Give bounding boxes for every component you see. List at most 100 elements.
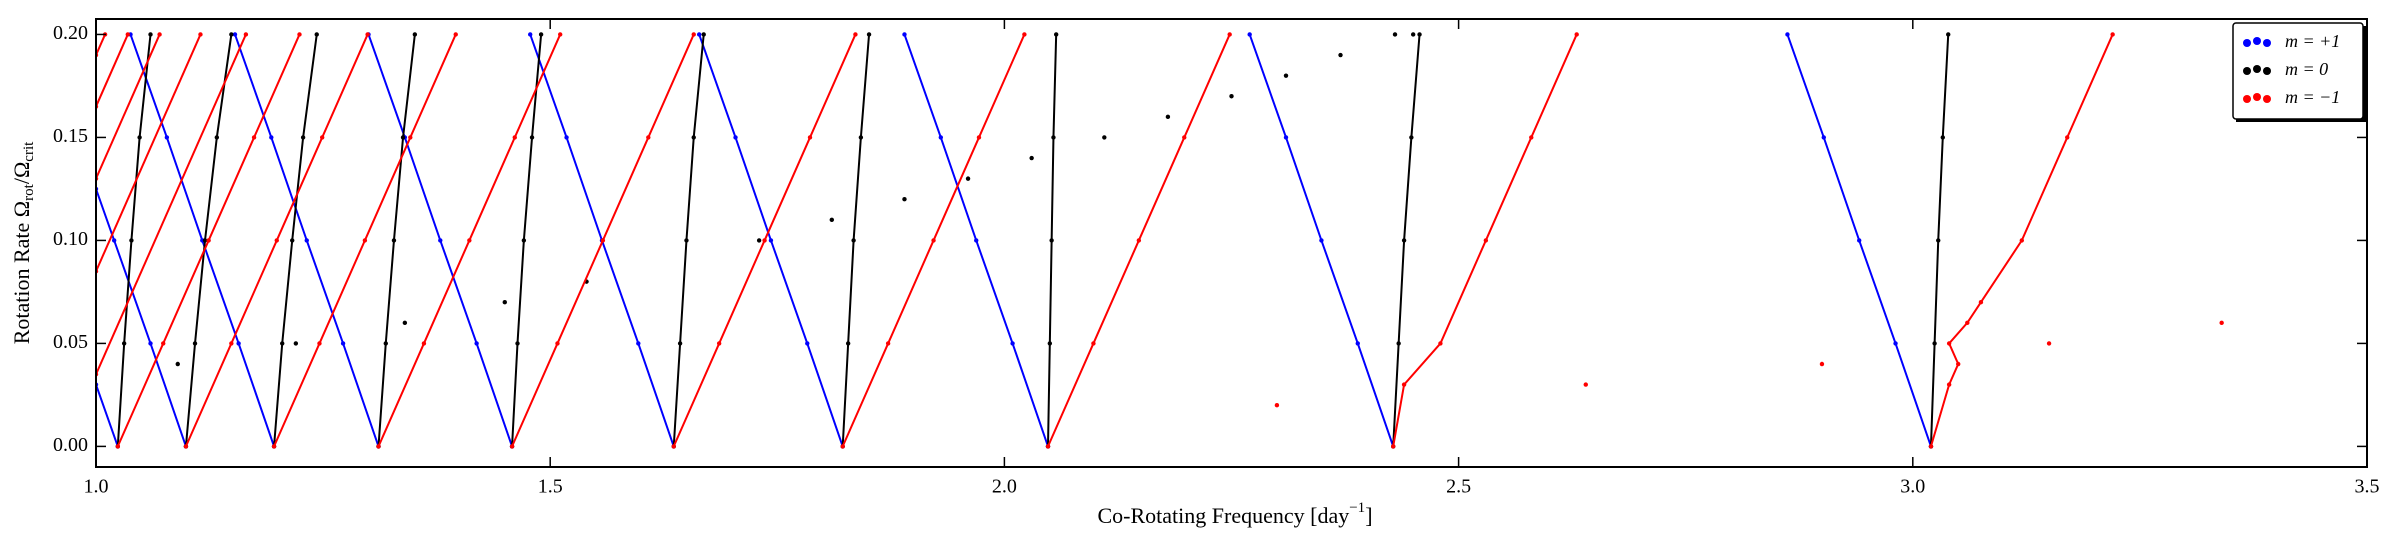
series-line [96,34,247,375]
data-point [2019,238,2025,243]
data-point [1045,444,1051,449]
data-point [1392,32,1398,37]
data-point [1401,238,1407,243]
data-point [701,32,706,37]
data-point [243,32,249,37]
data-point [1091,341,1096,346]
data-point [1936,238,1941,243]
data-point [696,32,702,37]
data-point [1022,32,1027,37]
data-point [269,135,274,140]
x-tick-label: 2.0 [992,476,1017,498]
data-point [1283,135,1289,140]
data-point [300,135,306,140]
data-point [365,32,370,37]
legend-label: m = +1 [2285,31,2340,51]
data-point [314,32,319,37]
data-point [965,176,971,181]
data-point [1785,32,1790,37]
data-point [866,32,872,37]
series-line [273,34,318,447]
data-point [853,32,858,37]
data-point [1956,361,1961,367]
data-point [1165,114,1171,120]
data-point [421,341,427,346]
data-point [1390,444,1396,449]
data-point [1821,135,1826,140]
data-point [236,341,241,346]
data-point [733,135,738,140]
series-line [96,34,202,272]
data-point [467,238,472,243]
data-point [885,341,891,346]
data-point [840,444,845,449]
x-label-sup: −1 [1349,500,1365,516]
data-point [2110,32,2115,37]
data-point [121,341,127,346]
data-point [805,341,810,346]
data-point [851,238,856,243]
data-point [111,238,117,243]
data-point [304,238,309,243]
data-point [974,238,979,243]
plot-area [96,32,2224,449]
y-label-sub: rot [21,183,37,200]
data-point [1483,238,1489,243]
series-line [96,34,161,180]
data-point [183,444,189,449]
data-point [1283,73,1289,78]
x-label-end: ] [1365,503,1372,528]
data-point [317,341,322,346]
data-point [1227,32,1232,37]
data-point [691,32,696,37]
data-point [297,32,302,37]
legend-marker [2253,65,2261,73]
legend-marker [2253,93,2261,101]
data-point [232,32,238,37]
data-point [362,238,368,243]
legend-marker [2263,95,2271,103]
data-point [1583,382,1588,387]
series-line [841,34,871,447]
data-point [1932,341,1937,346]
data-point [1051,135,1056,140]
series-line [96,384,119,447]
data-point [202,238,208,243]
data-point [902,197,907,202]
data-point [229,32,234,37]
data-point [1102,135,1107,140]
data-point [1274,403,1280,408]
data-point [148,32,153,37]
data-point [125,32,130,37]
data-point [1857,238,1862,243]
data-point [502,300,507,305]
data-point [2065,135,2070,140]
data-point [1029,155,1034,161]
data-point [391,238,397,243]
series-line [377,34,416,447]
legend-marker [2243,67,2251,75]
data-point [1965,320,1970,326]
plot-frame [95,18,2368,468]
data-point [1819,361,1825,367]
legend-marker [2263,39,2271,47]
data-point [290,238,295,243]
x-tick-label: 3.0 [1900,476,1925,498]
data-point [931,238,936,243]
data-point [1946,32,1951,37]
x-tick-label: 3.5 [2355,476,2380,498]
x-axis-label: Co-Rotating Frequency [day−1] [1097,500,1372,528]
data-point [1338,52,1343,58]
data-point [1047,341,1053,346]
data-point [768,238,774,243]
data-point [376,444,381,449]
data-point [161,341,166,346]
data-point [671,444,676,449]
data-point [636,341,641,346]
data-point [1946,382,1952,387]
data-point [251,135,257,140]
data-point [1319,238,1324,243]
legend-marker [2243,95,2251,103]
data-point [280,341,285,346]
